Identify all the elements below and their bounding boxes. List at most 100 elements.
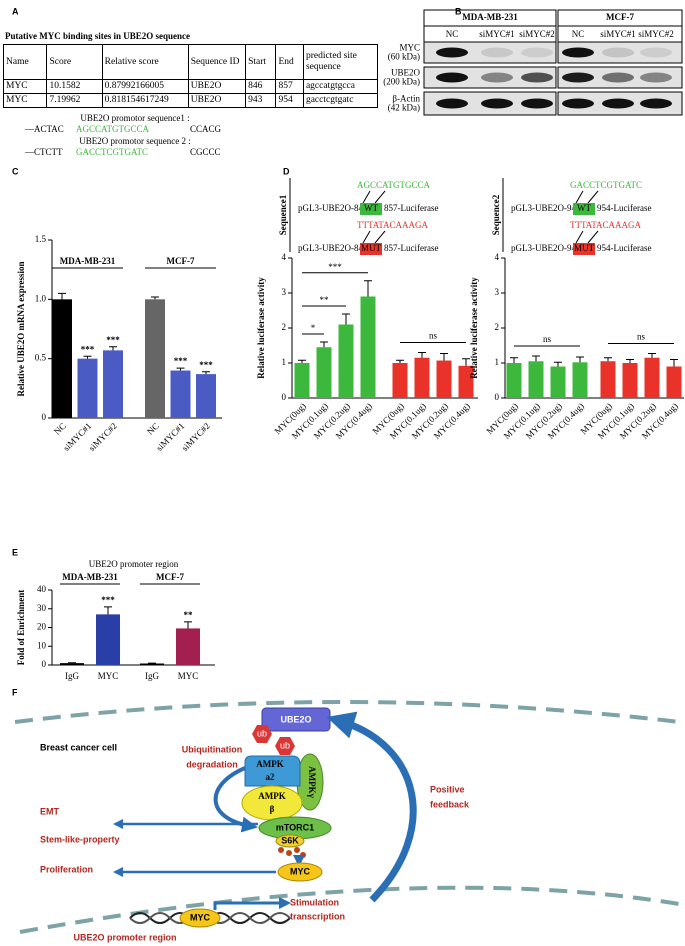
construct-reporter: 857-Luciferase [384, 243, 438, 253]
panel-label: E [12, 547, 18, 557]
blot-frame [423, 41, 557, 64]
construct-box-label: WT [364, 203, 378, 213]
table-cell: MYC [2, 93, 48, 108]
error-bar [532, 355, 540, 362]
bar [140, 663, 164, 665]
promoter-label: UBE2O promotor sequence 2 : [79, 136, 190, 146]
blot-band [562, 47, 594, 58]
y-tick-label: 1.5 [35, 234, 47, 244]
group-label: MDA-MB-231 [60, 256, 116, 266]
significance-label: * [311, 323, 316, 333]
blot-frame [423, 66, 557, 89]
myc-on-dna [179, 908, 221, 928]
output-label: Proliferation [40, 864, 93, 874]
y-tick-label: 2 [495, 322, 500, 332]
significance-label: *** [328, 262, 342, 272]
table-cell: Start [245, 44, 277, 80]
y-axis-label: Relative UBE2O mRNA expression [16, 261, 26, 396]
bar [170, 370, 191, 418]
blot-band [436, 72, 468, 83]
significance-label: ** [184, 610, 194, 620]
arrow [213, 897, 291, 910]
nuclear-membrane [19, 885, 685, 934]
table-cell: 846 [245, 79, 277, 94]
panel-label: B [455, 6, 462, 16]
degradation-label: Ubiquitination [182, 744, 243, 754]
lane-label: siMYC#2 [519, 29, 555, 39]
blot-band [562, 98, 594, 109]
construct-box [573, 243, 595, 255]
bar [622, 363, 638, 398]
ampk-a2-label: a2 [266, 772, 276, 782]
table-cell: 954 [275, 93, 304, 108]
bar [528, 361, 544, 398]
ampk-a2 [244, 755, 301, 787]
table-cell: gacctcgtgatc [302, 93, 379, 108]
construct-box-label: MUT [361, 243, 382, 253]
error-bar [648, 353, 656, 358]
bar [52, 299, 72, 418]
construct-name: pGL3-UBE2O-943 [511, 243, 581, 253]
phospho-dot [294, 847, 300, 853]
y-tick-label: 0.5 [35, 353, 47, 363]
comparison-label: ns [429, 331, 438, 341]
ub-label: ub [257, 728, 267, 738]
phospho-dot [278, 847, 284, 853]
cell-label: Breast cancer cell [40, 742, 117, 752]
bar [458, 365, 474, 398]
bar [338, 324, 354, 398]
y-tick-label: 2 [282, 322, 287, 332]
feedback-arrow [326, 711, 417, 903]
comparison-label: ns [543, 334, 552, 344]
blot-band [436, 98, 468, 109]
y-axis-label: Relative luciferase activity [256, 277, 266, 379]
table-cell: Sequence ID [187, 44, 247, 80]
bar [103, 350, 123, 418]
construct-box [573, 203, 595, 215]
blot-row-size: (60 kDa) [388, 52, 420, 62]
error-bar [510, 357, 518, 363]
bar [666, 366, 682, 398]
error-bar [104, 606, 112, 615]
table-cell: 0.818154617249 [101, 93, 189, 108]
y-tick-label: 10 [37, 640, 47, 650]
table-cell: MYC [2, 79, 48, 94]
error-bar [109, 346, 117, 351]
promoter-myc-label: MYC [190, 912, 211, 922]
bar [600, 361, 616, 398]
significance-label: *** [174, 356, 188, 366]
construct-box [360, 203, 382, 215]
y-tick-label: 0 [282, 392, 287, 402]
blot-band [481, 98, 513, 109]
construct-reporter: 857-Luciferase [384, 203, 438, 213]
x-tick-label: MYC [178, 671, 199, 681]
promoter-flank: CGCCC [190, 147, 221, 157]
y-axis-label: Relative luciferase activity [469, 277, 479, 379]
promoter-flank: —CTCTT [24, 147, 63, 157]
x-tick-label: siMYC#2 [87, 421, 119, 453]
blot-band [436, 47, 468, 58]
x-tick-label: NC [145, 421, 161, 437]
blot-group-label: MCF-7 [606, 12, 634, 22]
stimulation-label: transcription [290, 911, 345, 921]
group-label: MCF-7 [167, 256, 195, 266]
chart-title: UBE2O promoter region [89, 559, 179, 569]
x-tick-label: IgG [145, 671, 159, 681]
construct-link [362, 190, 386, 204]
bar [96, 614, 120, 665]
x-tick-label: MYC [98, 671, 119, 681]
ampk-a2-label: AMPK [256, 759, 284, 769]
error-bar [626, 359, 634, 363]
error-bar [670, 359, 678, 367]
error-bar [184, 621, 192, 629]
y-tick-label: 3 [495, 287, 500, 297]
table-cell: 943 [245, 93, 277, 108]
construct-link [575, 190, 599, 204]
blot-band [640, 47, 672, 58]
output-label: EMT [40, 806, 60, 816]
promoter-site: AGCCATGTGCCA [76, 124, 150, 134]
table-row: MYC 10.1582 0.87992166005 UBE2O 846 857 agccat… [2, 79, 379, 94]
table-cell: Name [2, 44, 48, 80]
promoter-label: UBE2O promotor sequence1 : [80, 113, 189, 123]
